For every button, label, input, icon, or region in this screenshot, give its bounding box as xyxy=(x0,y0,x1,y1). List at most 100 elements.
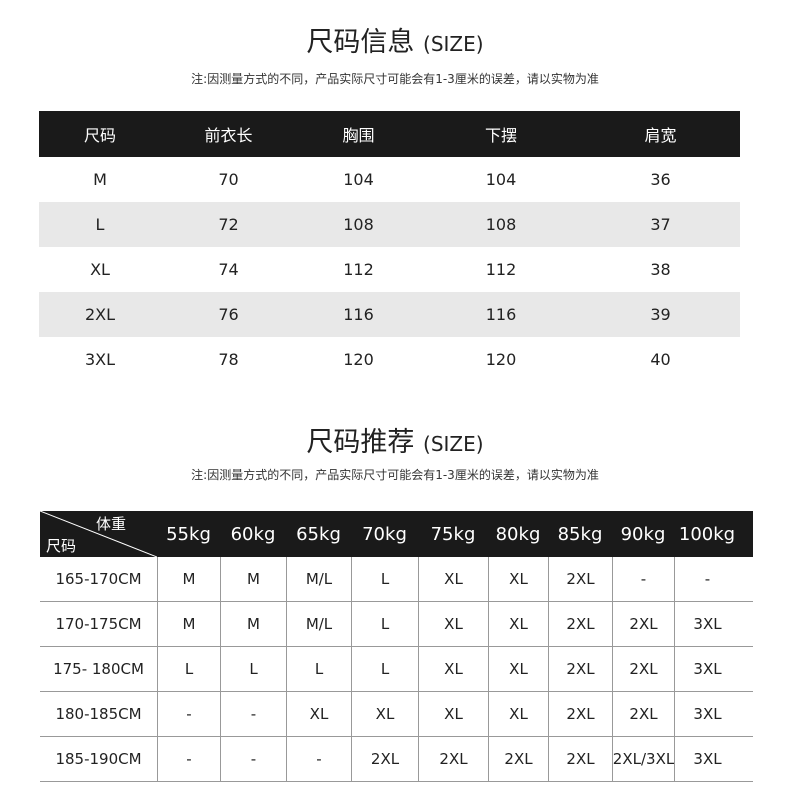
table-cell: 116 xyxy=(343,305,374,324)
size-cell: L xyxy=(351,557,418,601)
header-cell: 尺码 xyxy=(83,126,116,145)
table-cell: 112 xyxy=(485,260,517,279)
size-cell: XL xyxy=(488,557,548,601)
table-row: L 72 108 108 37 xyxy=(39,202,740,247)
size-cell: 2XL xyxy=(612,647,674,691)
diagonal-line xyxy=(40,511,157,557)
table-cell: 76 xyxy=(218,305,239,324)
title-text: 尺码推荐 xyxy=(306,427,415,458)
size-cell: 2XL xyxy=(418,737,488,781)
weight-header: 60kg xyxy=(230,523,276,545)
table-row: 175- 180CM L L L L XL XL 2XL 2XL 3XL xyxy=(40,647,753,692)
weight-header: 100kg xyxy=(678,523,736,545)
weight-header: 75kg xyxy=(430,523,476,545)
size-cell: - xyxy=(612,557,674,601)
size-label: 尺码 xyxy=(46,537,77,555)
size-cell: XL xyxy=(488,602,548,646)
size-cell: 3XL xyxy=(674,602,740,646)
size-cell: 2XL xyxy=(548,737,612,781)
size-cell: - xyxy=(220,692,286,736)
size-info-table: 尺码 前衣长 胸围 下摆 肩宽 M 70 104 104 36 L 72 108 108 37 XL 74 112… xyxy=(39,111,740,382)
size-cell: XL xyxy=(351,692,418,736)
size-cell: XL xyxy=(418,602,488,646)
height-cell: 175- 180CM xyxy=(53,660,144,678)
size-cell: 2XL xyxy=(548,557,612,601)
table-cell: 78 xyxy=(218,350,239,369)
size-cell: 3XL xyxy=(674,692,740,736)
size-cell: - xyxy=(220,737,286,781)
size-cell: 2XL xyxy=(612,602,674,646)
size-cell: XL xyxy=(418,647,488,691)
table-row: 185-190CM - - -2XL 2XL 2XL 2XL 2XL/3XL 3XL xyxy=(40,737,753,782)
size-cell: L xyxy=(220,647,286,691)
table-row: XL 74 112 112 38 xyxy=(39,247,740,292)
size-cell: 2XL/3XL xyxy=(612,737,674,781)
title-text: 尺码信息 xyxy=(306,27,415,58)
size-cell: L xyxy=(351,602,418,646)
weight-header: 80kg xyxy=(495,523,541,545)
size-cell: XL xyxy=(488,692,548,736)
size-cell: L xyxy=(286,647,351,691)
size-cell: M xyxy=(157,557,220,601)
table-row: 3XL 78 120 120 40 xyxy=(39,337,740,382)
size-cell: L xyxy=(351,647,418,691)
size-cell: M/L xyxy=(286,602,351,646)
title-en: (SIZE) xyxy=(423,32,484,56)
table-cell: 37 xyxy=(650,215,671,234)
table-cell: 38 xyxy=(650,260,671,279)
table-cell: 40 xyxy=(650,350,671,369)
table-cell: 36 xyxy=(650,170,671,189)
header-cell: 肩宽 xyxy=(644,126,677,145)
table-row: 165-170CM M M M/L L XL XL 2XL - - xyxy=(40,557,753,602)
size-cell: - xyxy=(157,692,220,736)
height-cell: 165-170CM xyxy=(55,570,142,588)
table-cell: 120 xyxy=(485,350,517,369)
size-info-title: 尺码信息 (SIZE) xyxy=(0,20,790,59)
height-cell: 170-175CM xyxy=(55,615,142,633)
table-row: 180-185CM - - XL XL XL XL 2XL 2XL 3XL xyxy=(40,692,753,737)
table-row: 170-175CM M M M/L L XL XL 2XL 2XL 3XL xyxy=(40,602,753,647)
size-cell: XL xyxy=(418,557,488,601)
height-cell: 185-190CM xyxy=(55,750,142,768)
header-cell: 下摆 xyxy=(484,126,517,145)
table-cell: 3XL xyxy=(84,350,116,369)
weight-header: 70kg xyxy=(362,523,407,545)
size-cell: 2XL xyxy=(548,602,612,646)
table-cell: 112 xyxy=(343,260,374,279)
table-cell: 104 xyxy=(485,170,517,189)
size-cell: 2XL xyxy=(488,737,548,781)
table-cell: 108 xyxy=(343,215,374,234)
size-cell: 3XL xyxy=(674,647,740,691)
size-info-note: 注:因测量方式的不同，产品实际尺寸可能会有1-3厘米的误差，请以实物为准 xyxy=(191,72,599,86)
size-cell: 2XL xyxy=(548,692,612,736)
size-cell: - xyxy=(674,557,740,601)
size-rec-note: 注:因测量方式的不同，产品实际尺寸可能会有1-3厘米的误差，请以实物为准 xyxy=(191,468,599,482)
weight-header: 55kg xyxy=(166,523,211,545)
header-cell: 前衣长 xyxy=(204,126,253,145)
table-row: M 70 104 104 36 xyxy=(39,157,740,202)
table-cell: M xyxy=(93,170,107,189)
title-en: (SIZE) xyxy=(423,432,484,456)
header-row: 体重 尺码 55kg 60kg 65kg 70kg 75kg 80kg 85kg 90kg 10… xyxy=(40,511,753,557)
weight-header: 85kg xyxy=(557,523,603,545)
table-cell: 2XL xyxy=(84,305,116,324)
table-cell: 120 xyxy=(343,350,374,369)
size-rec-table: 体重 尺码 55kg 60kg 65kg 70kg 75kg 80kg 85kg 90kg 10… xyxy=(40,511,753,782)
size-cell: 2XL xyxy=(612,692,674,736)
table-cell: 104 xyxy=(343,170,374,189)
size-cell: M/L xyxy=(286,557,351,601)
size-cell: M xyxy=(220,557,286,601)
table-row: 2XL 76 116 116 39 xyxy=(39,292,740,337)
size-cell: XL xyxy=(286,692,351,736)
size-cell: - xyxy=(286,737,351,781)
height-cell: 180-185CM xyxy=(55,705,142,723)
table-cell: 72 xyxy=(218,215,239,234)
table-cell: 108 xyxy=(485,215,517,234)
table-cell: 116 xyxy=(485,305,517,324)
header-row: 尺码 前衣长 胸围 下摆 肩宽 xyxy=(39,111,740,157)
size-cell: L xyxy=(157,647,220,691)
size-cell: XL xyxy=(418,692,488,736)
table-cell: XL xyxy=(90,260,110,279)
table-cell: L xyxy=(95,215,105,234)
size-cell: XL xyxy=(488,647,548,691)
